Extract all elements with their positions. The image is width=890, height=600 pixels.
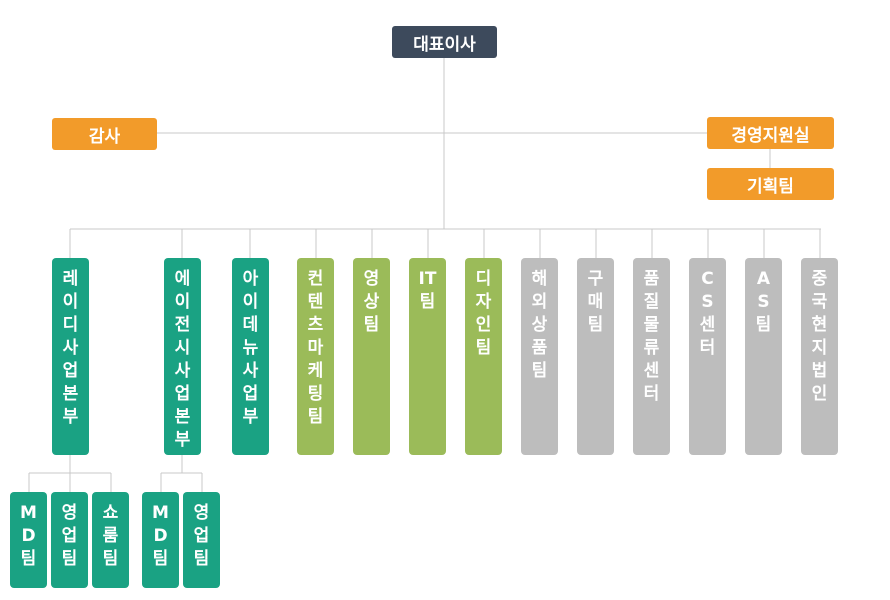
dept-label: AS팀 bbox=[755, 269, 772, 335]
dept-quality-logistics: 품질물류센터 bbox=[633, 258, 670, 455]
dept-label: 구매팀 bbox=[587, 269, 604, 335]
planning-team-label: 기획팀 bbox=[747, 176, 794, 197]
dept-video-team: 영상팀 bbox=[353, 258, 390, 455]
dept-agency-division: 에이전시사업본부 bbox=[164, 258, 201, 455]
dept-label: 레이디사업본부 bbox=[62, 269, 79, 427]
ceo-label: 대표이사 bbox=[413, 34, 476, 55]
support-office-label: 경영지원실 bbox=[731, 125, 810, 146]
dept-idenew-division: 아이데뉴사업부 bbox=[232, 258, 269, 455]
subteam-label: 영업팀 bbox=[61, 503, 78, 569]
dept-as-team: AS팀 bbox=[745, 258, 782, 455]
subteam-label: MD팀 bbox=[20, 503, 37, 569]
dept-label: 영상팀 bbox=[363, 269, 380, 335]
audit-label: 감사 bbox=[88, 126, 121, 147]
subteam-lady-sales: 영업팀 bbox=[51, 492, 88, 588]
planning-team-box: 기획팀 bbox=[707, 168, 834, 200]
dept-it-team: IT팀 bbox=[409, 258, 446, 455]
dept-design-team: 디자인팀 bbox=[465, 258, 502, 455]
subteam-label: 영업팀 bbox=[193, 503, 210, 569]
dept-label: 해외상품팀 bbox=[531, 269, 548, 381]
subteam-label: MD팀 bbox=[152, 503, 169, 569]
subteam-lady-showroom: 쇼룸팀 bbox=[92, 492, 129, 588]
dept-label: 컨텐츠마케팅팀 bbox=[307, 269, 324, 427]
dept-cs-center: CS센터 bbox=[689, 258, 726, 455]
subteam-agency-md: MD팀 bbox=[142, 492, 179, 588]
dept-lady-division: 레이디사업본부 bbox=[52, 258, 89, 455]
audit-box: 감사 bbox=[52, 118, 157, 150]
dept-content-marketing: 컨텐츠마케팅팀 bbox=[297, 258, 334, 455]
dept-label: 에이전시사업본부 bbox=[174, 269, 191, 450]
dept-label: 디자인팀 bbox=[475, 269, 492, 358]
dept-label: 품질물류센터 bbox=[643, 269, 660, 404]
dept-label: CS센터 bbox=[699, 269, 716, 358]
dept-purchasing-team: 구매팀 bbox=[577, 258, 614, 455]
dept-label: 아이데뉴사업부 bbox=[242, 269, 259, 427]
ceo-box: 대표이사 bbox=[392, 26, 497, 58]
subteam-label: 쇼룸팀 bbox=[102, 503, 119, 569]
subteam-agency-sales: 영업팀 bbox=[183, 492, 220, 588]
dept-label: IT팀 bbox=[418, 269, 437, 312]
subteam-lady-md: MD팀 bbox=[10, 492, 47, 588]
dept-label: 중국현지법인 bbox=[811, 269, 828, 404]
support-office-box: 경영지원실 bbox=[707, 117, 834, 149]
dept-china-subsidiary: 중국현지법인 bbox=[801, 258, 838, 455]
dept-overseas-products: 해외상품팀 bbox=[521, 258, 558, 455]
